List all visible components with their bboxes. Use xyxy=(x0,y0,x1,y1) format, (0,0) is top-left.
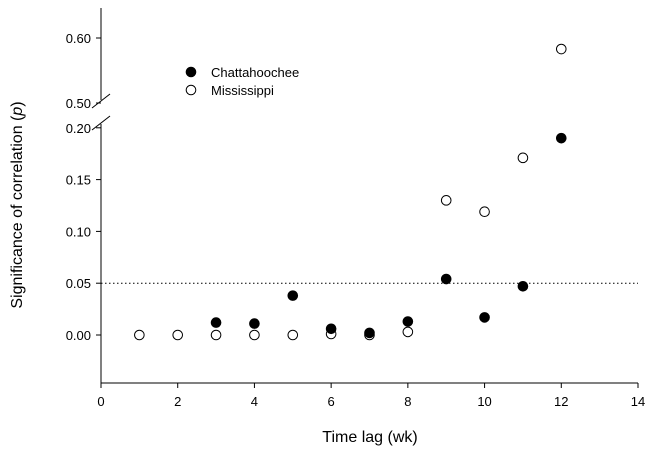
x-tick-label: 12 xyxy=(554,394,568,409)
x-tick-label: 10 xyxy=(477,394,491,409)
point-chattahoochee xyxy=(402,316,414,327)
point-mississippi xyxy=(440,195,452,206)
x-tick-label: 4 xyxy=(251,394,258,409)
point-mississippi xyxy=(172,329,184,341)
y-tick-label: 0.50 xyxy=(66,96,91,111)
x-tick-label: 0 xyxy=(97,394,104,409)
point-chattahoochee xyxy=(325,323,337,335)
point-chattahoochee xyxy=(555,132,567,144)
point-mississippi xyxy=(134,329,145,341)
y-tick-label: 0.05 xyxy=(66,276,91,291)
point-chattahoochee xyxy=(210,317,222,328)
x-tick-label: 8 xyxy=(404,394,411,409)
x-tick-label: 2 xyxy=(174,394,181,409)
x-tick-label: 6 xyxy=(328,394,335,409)
point-chattahoochee xyxy=(249,318,260,329)
point-mississippi xyxy=(479,206,490,218)
legend-label-chattahoochee: Chattahoochee xyxy=(211,65,299,80)
point-mississippi xyxy=(517,152,529,164)
axis-break-mark-lower xyxy=(91,115,111,131)
y-tick-label: 0.15 xyxy=(66,173,91,188)
point-mississippi xyxy=(287,329,299,341)
point-mississippi xyxy=(402,326,414,338)
legend-label-mississippi: Mississippi xyxy=(211,83,274,98)
x-tick-label: 14 xyxy=(631,394,645,409)
y-tick-label: 0.00 xyxy=(66,328,91,343)
point-mississippi xyxy=(249,329,260,341)
point-mississippi xyxy=(555,43,567,55)
y-axis-title-main: Significance of correlation ( xyxy=(9,115,26,309)
y-tick-label: 0.20 xyxy=(66,121,91,136)
axes xyxy=(91,8,638,384)
y-axis-title: Significance of correlation (p) xyxy=(9,101,26,308)
legend-marker-mississippi xyxy=(185,84,197,96)
ticks: 0 2 4 6 8 10 12 14 0.00 0.05 0.10 0.15 0.20 0.50 0.60 xyxy=(66,31,646,409)
x-axis-title: Time lag (wk) xyxy=(322,429,417,446)
y-axis-title-italic: p xyxy=(9,107,26,117)
data-points xyxy=(134,43,567,341)
y-tick-label: 0.60 xyxy=(66,31,91,46)
legend: Chattahoochee Mississippi xyxy=(185,65,299,98)
y-tick-label: 0.10 xyxy=(66,224,91,239)
point-chattahoochee xyxy=(479,312,490,323)
point-chattahoochee xyxy=(287,290,299,301)
point-chattahoochee xyxy=(517,281,529,292)
point-mississippi xyxy=(210,329,222,341)
point-chattahoochee xyxy=(440,273,452,285)
point-chattahoochee xyxy=(364,327,375,339)
legend-marker-chattahoochee xyxy=(185,66,197,78)
axis-break-mark-upper xyxy=(91,93,111,109)
y-axis-title-end: ) xyxy=(9,101,26,106)
